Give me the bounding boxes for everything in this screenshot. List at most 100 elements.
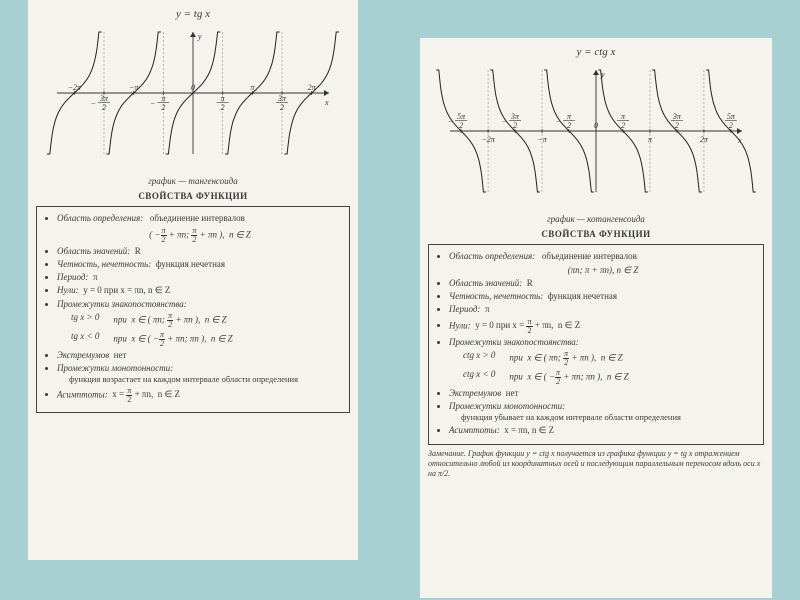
svg-text:−2π: −2π	[481, 135, 495, 144]
svg-text:−π: −π	[129, 83, 139, 92]
parity-label: Четность, нечетность:	[57, 259, 151, 269]
prop-period: Период: π	[449, 304, 757, 315]
svg-text:2: 2	[729, 121, 733, 130]
svg-text:−π: −π	[537, 135, 547, 144]
properties-heading: СВОЙСТВА ФУНКЦИИ	[428, 229, 764, 240]
page-cotangent: y = ctg x yx−5π2−2π−3π2−π−π20π2π3π22π5π2…	[420, 38, 772, 598]
svg-text:−: −	[91, 99, 96, 108]
svg-text:5π: 5π	[457, 112, 466, 121]
sign-positive: ctg x > 0 при x ∈ ( πn; π2 + πn ), n ∈ Z	[463, 350, 757, 367]
sign-neg-rhs: при x ∈ ( −π2 + πn; πn ), n ∈ Z	[509, 369, 628, 386]
sign-label: Промежутки знакопостоянства:	[449, 337, 579, 347]
domain-text: объединение интервалов	[542, 251, 637, 261]
mono-label: Промежутки монотонности:	[449, 401, 565, 411]
svg-text:3π: 3π	[672, 112, 682, 121]
svg-text:−: −	[556, 117, 561, 126]
extrema-label: Экстремумов	[449, 388, 501, 398]
prop-domain: Область определения: объединение интерва…	[57, 213, 343, 243]
svg-text:2: 2	[675, 121, 679, 130]
graph-tangent: yx−2π−3π2−π−π20π2π3π22π	[36, 24, 350, 174]
asym-label: Асимптоты:	[57, 389, 108, 399]
prop-zeros: Нули: y = 0 при x = πn, n ∈ Z	[57, 285, 343, 296]
svg-text:π: π	[567, 112, 572, 121]
asym-value: x = πn, n ∈ Z	[504, 425, 554, 435]
extrema-value: нет	[114, 350, 127, 360]
extrema-label: Экстремумов	[57, 350, 109, 360]
properties-list: Область определения: объединение интерва…	[43, 213, 343, 404]
zeros-value: y = 0 при x = πn, n ∈ Z	[83, 285, 170, 295]
sign-pos-lhs: tg x > 0	[71, 312, 99, 329]
asym-label: Асимптоты:	[449, 425, 500, 435]
mono-text: функция возрастает на каждом интервале о…	[69, 374, 343, 385]
domain-label: Область определения:	[57, 213, 143, 223]
domain-formula: ( −π2 + πn; π2 + πn ), n ∈ Z	[57, 227, 343, 244]
properties-box: Область определения: объединение интерва…	[428, 244, 764, 445]
svg-text:2: 2	[621, 121, 625, 130]
graph-caption: график — тангенсоида	[36, 176, 350, 187]
mono-label: Промежутки монотонности:	[57, 363, 173, 373]
prop-asymptotes: Асимптоты: x = π2 + πn, n ∈ Z	[57, 387, 343, 404]
sign-pos-rhs: при x ∈ ( πn; π2 + πn ), n ∈ Z	[509, 350, 622, 367]
prop-monotonic: Промежутки монотонности: функция возраст…	[57, 363, 343, 385]
svg-text:π: π	[161, 94, 166, 103]
sign-neg-lhs: ctg x < 0	[463, 369, 495, 386]
prop-parity: Четность, нечетность: функция нечетная	[57, 259, 343, 270]
svg-text:2: 2	[161, 103, 165, 112]
svg-text:2π: 2π	[308, 83, 317, 92]
svg-text:y: y	[197, 32, 202, 41]
zeros-label: Нули:	[57, 285, 79, 295]
properties-list: Область определения: объединение интерва…	[435, 251, 757, 436]
svg-text:2: 2	[459, 121, 463, 130]
sign-neg-rhs: при x ∈ ( −π2 + πn; πn ), n ∈ Z	[113, 331, 232, 348]
svg-text:π: π	[221, 94, 226, 103]
period-value: π	[485, 304, 490, 314]
zeros-value: y = 0 при x = π2 + πn, n ∈ Z	[475, 320, 580, 330]
equation-title: y = tg x	[36, 8, 350, 22]
sign-neg-lhs: tg x < 0	[71, 331, 99, 348]
prop-extrema: Экстремумов нет	[449, 388, 757, 399]
prop-parity: Четность, нечетность: функция нечетная	[449, 291, 757, 302]
parity-value: функция нечетная	[156, 259, 225, 269]
svg-text:2: 2	[513, 121, 517, 130]
range-label: Область значений:	[449, 278, 522, 288]
svg-text:5π: 5π	[727, 112, 736, 121]
sign-pos-rhs: при x ∈ ( πn; π2 + πn ), n ∈ Z	[113, 312, 226, 329]
period-label: Период:	[449, 304, 480, 314]
svg-text:π: π	[621, 112, 626, 121]
prop-domain: Область определения: объединение интерва…	[449, 251, 757, 276]
graph-cotangent: yx−5π2−2π−3π2−π−π20π2π3π22π5π2	[428, 62, 764, 212]
mono-text: функция убывает на каждом интервале обла…	[461, 412, 757, 423]
sign-label: Промежутки знакопостоянства:	[57, 299, 187, 309]
svg-text:3π: 3π	[277, 94, 287, 103]
parity-value: функция нечетная	[548, 291, 617, 301]
zeros-label: Нули:	[449, 320, 471, 330]
svg-text:3π: 3π	[99, 94, 109, 103]
graph-caption: график — котангенсоида	[428, 214, 764, 225]
svg-text:2π: 2π	[700, 135, 709, 144]
svg-text:−: −	[448, 117, 453, 126]
svg-text:−: −	[150, 99, 155, 108]
prop-asymptotes: Асимптоты: x = πn, n ∈ Z	[449, 425, 757, 436]
prop-zeros: Нули: y = 0 при x = π2 + πn, n ∈ Z	[449, 318, 757, 335]
svg-text:2: 2	[280, 103, 284, 112]
domain-text: объединение интервалов	[150, 213, 245, 223]
properties-heading: СВОЙСТВА ФУНКЦИИ	[36, 191, 350, 202]
period-value: π	[93, 272, 98, 282]
svg-text:0: 0	[191, 83, 195, 92]
note-label: Замечание.	[428, 449, 466, 458]
asym-value: x = π2 + πn, n ∈ Z	[112, 389, 180, 399]
parity-label: Четность, нечетность:	[449, 291, 543, 301]
range-value: R	[135, 246, 141, 256]
svg-text:2: 2	[102, 103, 106, 112]
sign-positive: tg x > 0 при x ∈ ( πn; π2 + πn ), n ∈ Z	[71, 312, 343, 329]
footnote: Замечание. График функции y = ctg x полу…	[428, 449, 764, 479]
prop-extrema: Экстремумов нет	[57, 350, 343, 361]
domain-label: Область определения:	[449, 251, 535, 261]
prop-range: Область значений: R	[57, 246, 343, 257]
svg-text:3π: 3π	[510, 112, 520, 121]
sign-negative: tg x < 0 при x ∈ ( −π2 + πn; πn ), n ∈ Z	[71, 331, 343, 348]
prop-period: Период: π	[57, 272, 343, 283]
svg-text:−: −	[502, 117, 507, 126]
prop-sign: Промежутки знакопостоянства: tg x > 0 пр…	[57, 299, 343, 348]
range-value: R	[527, 278, 533, 288]
